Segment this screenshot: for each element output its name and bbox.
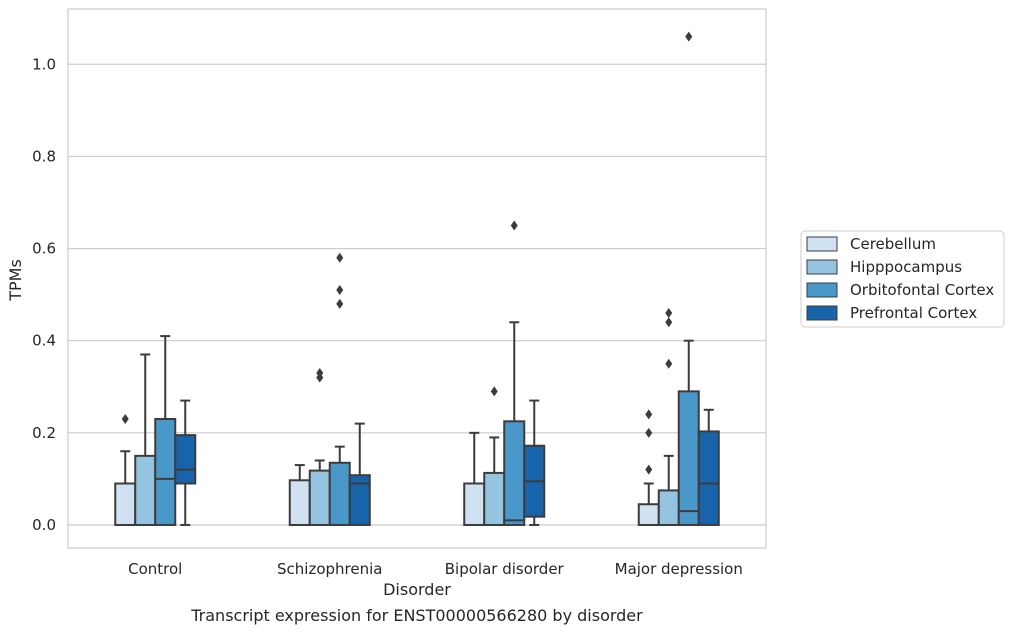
legend-frame bbox=[800, 230, 1005, 328]
box-group bbox=[677, 31, 700, 526]
box bbox=[637, 503, 660, 526]
box-group bbox=[463, 431, 486, 526]
outlier-point bbox=[336, 285, 344, 296]
outlier-point bbox=[645, 464, 653, 475]
outlier-point bbox=[510, 220, 518, 231]
box-group bbox=[328, 252, 351, 526]
outlier-point bbox=[490, 386, 498, 397]
outlier-point bbox=[645, 427, 653, 438]
box-group bbox=[308, 367, 331, 526]
y-axis-label: TPMs bbox=[6, 259, 25, 302]
box-group bbox=[657, 308, 680, 526]
legend-swatch bbox=[806, 305, 838, 321]
box bbox=[503, 420, 526, 526]
x-tick-label: Major depression bbox=[615, 560, 743, 578]
legend-label: Hipppocampus bbox=[850, 258, 962, 276]
box-group bbox=[348, 422, 371, 526]
box bbox=[328, 461, 351, 526]
box bbox=[657, 489, 680, 526]
legend-swatch bbox=[806, 259, 838, 275]
box-group bbox=[637, 409, 660, 526]
legend-swatch bbox=[806, 282, 838, 298]
legend-label: Prefrontal Cortex bbox=[850, 304, 977, 322]
box-groups bbox=[114, 31, 720, 526]
outlier-point bbox=[665, 308, 673, 319]
box-group bbox=[154, 335, 177, 526]
box-group bbox=[114, 414, 137, 526]
outlier-point bbox=[665, 358, 673, 369]
legend-label: Cerebellum bbox=[850, 235, 936, 253]
outlier-point bbox=[665, 317, 673, 328]
y-tick-label: 0.0 bbox=[32, 516, 56, 534]
y-tick-label: 0.2 bbox=[32, 424, 56, 442]
box-group bbox=[697, 408, 720, 526]
y-tick-labels: 0.0 0.2 0.4 0.6 0.8 1.0 bbox=[32, 55, 56, 534]
legend-label: Orbitofontal Cortex bbox=[850, 281, 994, 299]
outlier-point bbox=[336, 252, 344, 263]
outlier-point bbox=[685, 31, 693, 42]
outlier-point bbox=[645, 409, 653, 420]
y-tick-label: 0.4 bbox=[32, 332, 56, 350]
box bbox=[134, 454, 157, 526]
outlier-point bbox=[336, 298, 344, 309]
y-tick-label: 1.0 bbox=[32, 55, 56, 73]
x-tick-label: Bipolar disorder bbox=[445, 560, 565, 578]
box-group bbox=[288, 464, 311, 526]
box bbox=[154, 418, 177, 526]
box bbox=[348, 474, 371, 526]
box-group bbox=[503, 220, 526, 526]
box bbox=[677, 390, 700, 526]
box bbox=[463, 482, 486, 526]
box bbox=[288, 479, 311, 526]
box bbox=[174, 434, 197, 485]
box bbox=[697, 430, 720, 526]
legend: Cerebellum Hipppocampus Orbitofontal Corte… bbox=[800, 230, 1005, 328]
legend-swatch bbox=[806, 236, 838, 252]
outlier-point bbox=[316, 367, 324, 378]
plot-frame bbox=[67, 8, 767, 549]
box-group bbox=[134, 353, 157, 526]
x-tick-label: Control bbox=[128, 560, 182, 578]
figure-caption: Transcript expression for ENST0000056628… bbox=[191, 606, 643, 625]
box bbox=[308, 469, 331, 526]
y-tick-label: 0.8 bbox=[32, 147, 56, 165]
box-group bbox=[483, 386, 506, 526]
outlier-point bbox=[121, 414, 129, 425]
box bbox=[114, 482, 137, 526]
x-tick-label: Schizophrenia bbox=[277, 560, 382, 578]
box-group bbox=[174, 399, 197, 526]
x-tick-labels: Control Schizophrenia Bipolar disorder Majo… bbox=[128, 560, 743, 578]
x-axis-label: Disorder bbox=[383, 580, 451, 599]
y-tick-label: 0.6 bbox=[32, 240, 56, 258]
box-group bbox=[523, 399, 546, 526]
box bbox=[483, 471, 506, 526]
